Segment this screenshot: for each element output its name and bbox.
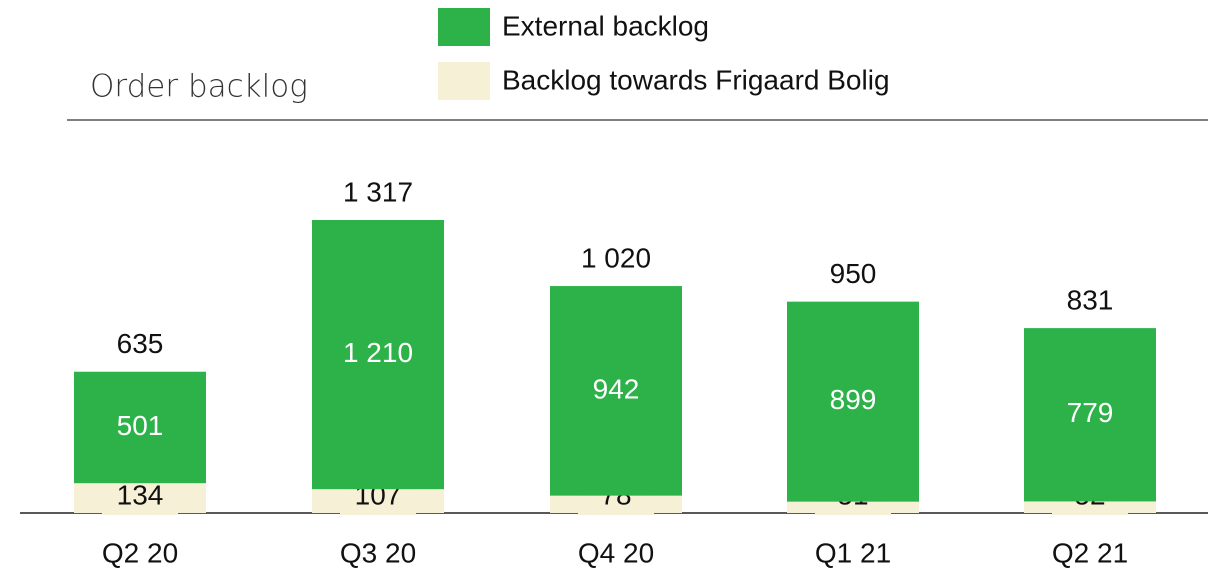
label-bg: [102, 479, 178, 515]
x-tick-label: Q2 21: [1052, 537, 1128, 568]
x-tick-label: Q3 20: [340, 537, 416, 568]
x-tick-label: Q2 20: [102, 537, 178, 568]
legend-label: External backlog: [502, 10, 709, 41]
total-label: 1 020: [581, 242, 651, 273]
legend-swatch: [438, 62, 490, 100]
total-label: 950: [830, 258, 877, 289]
chart-title: Order backlog: [90, 69, 308, 105]
data-label: 501: [117, 410, 164, 441]
data-label: 1 210: [343, 337, 413, 368]
bar-segment: [1024, 328, 1156, 502]
legend-swatch: [438, 8, 490, 46]
bar-segment: [312, 220, 444, 490]
total-label: 635: [117, 328, 164, 359]
x-tick-label: Q1 21: [815, 537, 891, 568]
x-tick-label: Q4 20: [578, 537, 654, 568]
total-label: 1 317: [343, 176, 413, 207]
bar-segment: [550, 286, 682, 496]
legend-label: Backlog towards Frigaard Bolig: [502, 64, 890, 95]
total-label: 831: [1067, 285, 1114, 316]
data-label: 134: [117, 479, 164, 510]
data-label: 779: [1067, 397, 1114, 428]
bar-segment: [74, 371, 206, 484]
data-label: 899: [830, 384, 877, 415]
data-label: 942: [593, 373, 640, 404]
bar-segment: [787, 301, 919, 502]
